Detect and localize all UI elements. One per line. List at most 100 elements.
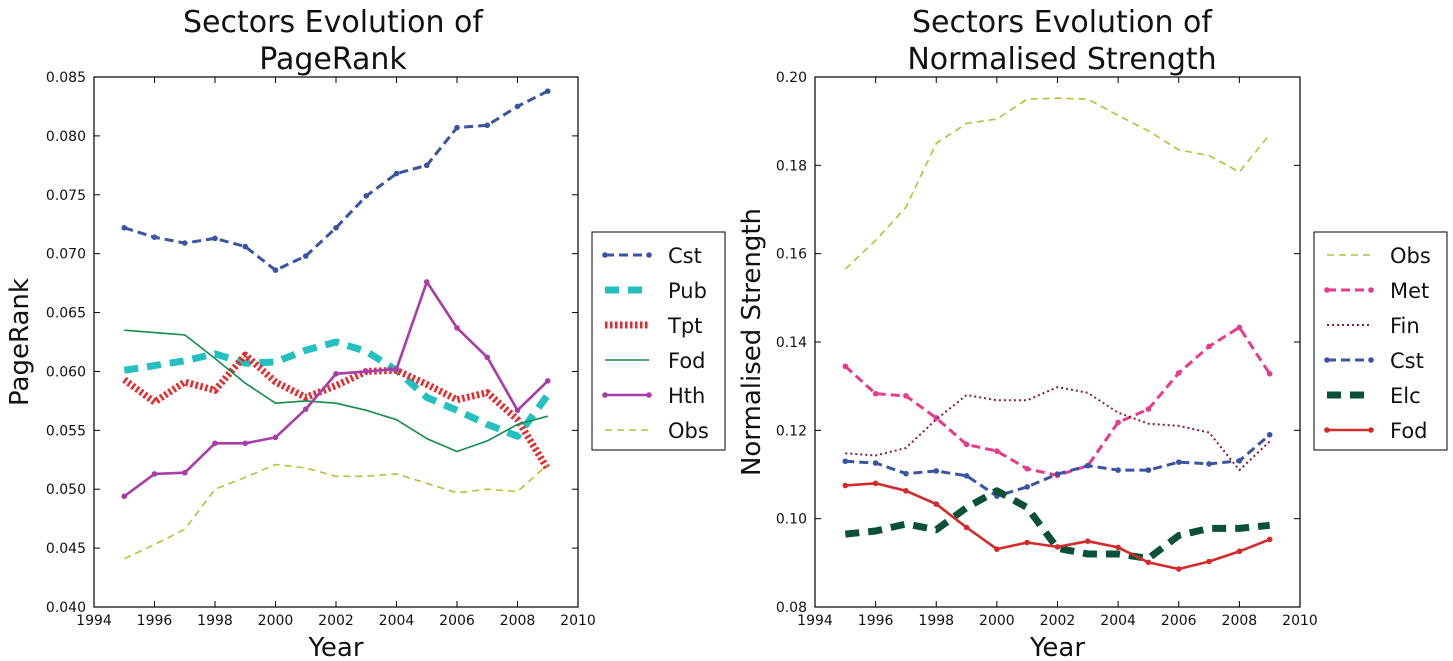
- data-point: [212, 440, 218, 447]
- legend: Cst Pub Tpt Fod Hth Obs: [591, 231, 726, 451]
- x-tick-label: 1998: [918, 613, 954, 629]
- x-tick-label: 1996: [137, 613, 173, 629]
- data-point: [1145, 467, 1152, 473]
- y-tick-label: 0.080: [46, 129, 86, 145]
- series-line-fin: [845, 386, 1271, 472]
- legend-marker: [1368, 357, 1374, 363]
- data-point: [1085, 462, 1091, 469]
- y-tick-label: 0.060: [46, 364, 86, 380]
- chart-title-line: PageRank: [259, 42, 407, 77]
- data-point: [363, 193, 370, 199]
- series-line-obs: [123, 463, 549, 560]
- x-tick-label: 2004: [379, 613, 415, 629]
- series-line-fod: [124, 329, 549, 453]
- data-point: [1024, 539, 1030, 546]
- data-point: [1175, 459, 1182, 465]
- y-tick-label: 0.075: [46, 188, 86, 204]
- series-line-pub: [123, 338, 551, 440]
- x-tick-label: 2010: [1282, 613, 1318, 629]
- legend-label: Fin: [1390, 314, 1420, 338]
- legend-label: Obs: [668, 419, 709, 443]
- data-point: [1206, 461, 1212, 467]
- data-point: [1145, 406, 1152, 412]
- x-tick-label: 2006: [1161, 613, 1197, 629]
- y-tick-label: 0.065: [46, 306, 86, 322]
- data-point: [872, 460, 879, 466]
- chart-title-line: Sectors Evolution of: [183, 5, 484, 40]
- y-tick-label: 0.040: [46, 600, 86, 616]
- data-point: [333, 224, 339, 231]
- data-point: [1054, 544, 1061, 550]
- y-tick-label: 0.12: [776, 423, 807, 439]
- x-tick-label: 1996: [858, 613, 894, 629]
- data-point: [903, 393, 909, 399]
- legend-marker: [1324, 357, 1330, 363]
- data-point: [1024, 465, 1030, 472]
- legend-label: Fod: [1390, 419, 1428, 443]
- data-point: [181, 469, 188, 476]
- data-point: [514, 407, 521, 414]
- data-point: [1266, 371, 1273, 377]
- legend-label: Hth: [668, 384, 705, 408]
- data-point: [842, 458, 849, 465]
- series-line-met: [844, 325, 1271, 477]
- data-point: [872, 390, 879, 397]
- data-point: [1085, 538, 1091, 544]
- data-point: [994, 546, 1000, 552]
- x-tick-label: 2002: [1040, 613, 1076, 629]
- chart-title-line: Normalised Strength: [907, 42, 1216, 77]
- data-point: [544, 88, 551, 94]
- chart-title-line: Sectors Evolution of: [912, 5, 1213, 40]
- legend-label: Fod: [668, 349, 706, 373]
- data-point: [242, 440, 249, 447]
- x-tick-label: 2008: [500, 613, 536, 629]
- data-point: [151, 234, 158, 240]
- y-tick-label: 0.050: [46, 482, 86, 498]
- data-point: [1266, 536, 1273, 543]
- data-point: [994, 448, 1000, 454]
- data-point: [454, 124, 460, 131]
- data-point: [963, 441, 970, 448]
- data-point: [963, 473, 970, 479]
- data-point: [121, 224, 128, 231]
- data-point: [1266, 431, 1273, 438]
- data-point: [181, 240, 188, 246]
- legend-label: Pub: [668, 279, 707, 303]
- legend-marker: [646, 392, 652, 398]
- series-line-fod: [845, 481, 1271, 571]
- data-point: [1175, 566, 1182, 572]
- data-point: [963, 524, 970, 531]
- data-point: [1115, 467, 1121, 473]
- legend-label: Elc: [1390, 384, 1421, 408]
- y-axis-label: Normalised Strength: [737, 208, 767, 476]
- data-point: [393, 366, 400, 372]
- data-point: [872, 480, 879, 487]
- data-point: [272, 267, 279, 273]
- x-tick-label: 1998: [197, 613, 233, 629]
- data-point: [1236, 324, 1243, 331]
- data-point: [242, 243, 249, 250]
- y-tick-label: 0.085: [46, 70, 86, 86]
- data-point: [842, 363, 849, 370]
- data-point: [1054, 471, 1061, 477]
- legend-marker: [1324, 287, 1330, 293]
- legend-label: Cst: [1390, 349, 1424, 373]
- x-axis-label: Year: [307, 633, 363, 661]
- data-point: [842, 482, 849, 489]
- legend: Obs Met Fin Cst Elc Fod: [1313, 231, 1448, 451]
- data-point: [1024, 484, 1030, 490]
- legend-label: Tpt: [667, 314, 702, 338]
- legend-label: Met: [1390, 279, 1429, 303]
- data-point: [933, 501, 940, 507]
- series-line-obs: [844, 97, 1271, 270]
- data-point: [484, 354, 491, 361]
- legend-box: [1313, 231, 1448, 451]
- legend-label: Cst: [668, 244, 702, 268]
- legend-marker: [646, 252, 652, 258]
- data-point: [393, 170, 400, 177]
- legend-label: Obs: [1390, 244, 1431, 268]
- data-point: [333, 371, 339, 377]
- x-tick-label: 1994: [797, 613, 833, 629]
